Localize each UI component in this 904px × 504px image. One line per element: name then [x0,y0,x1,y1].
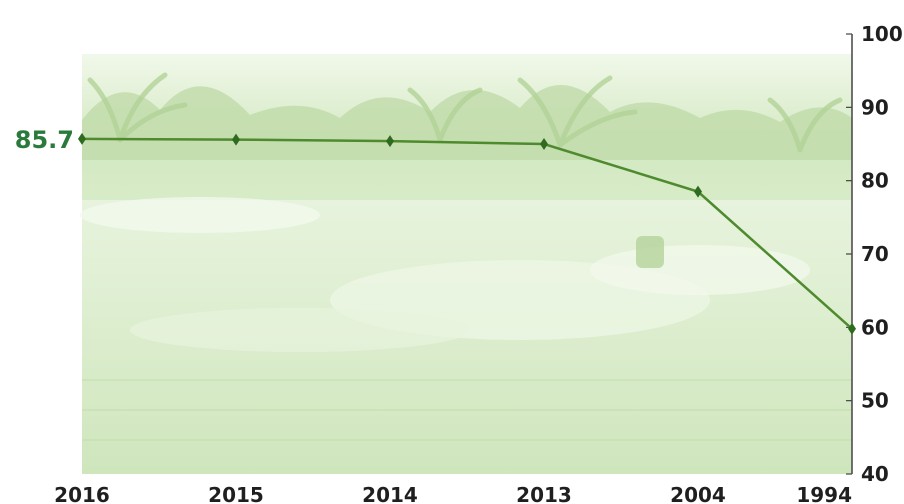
x-tick-label: 2013 [516,483,572,504]
y-tick-label: 60 [861,315,889,339]
data-point-marker [540,138,548,150]
y-tick-label: 70 [861,242,889,266]
x-tick-label: 2014 [362,483,418,504]
y-tick-label: 80 [861,169,889,193]
x-axis-ticks: 2016 2015 2014 2013 2004 1994 [54,483,852,504]
y-tick-label: 40 [861,462,889,486]
series-line [81,137,853,330]
y-tick-label: 90 [861,95,889,119]
data-point-marker [694,185,702,198]
x-tick-label: 2004 [670,483,726,504]
data-point-marker [232,133,240,146]
data-label: 85.7 [15,126,74,154]
y-tick-label: 50 [861,389,889,413]
x-tick-label: 1994 [796,483,852,504]
data-point-marker [848,322,856,335]
y-tick-label: 100 [861,22,903,46]
y-axis-ticks: 100 90 80 70 60 50 40 [846,22,903,486]
series-markers [78,132,856,335]
data-point-marker [78,132,86,145]
x-tick-label: 2016 [54,483,110,504]
x-tick-label: 2015 [208,483,264,504]
background-photo [80,54,852,474]
data-point-marker [386,135,394,148]
